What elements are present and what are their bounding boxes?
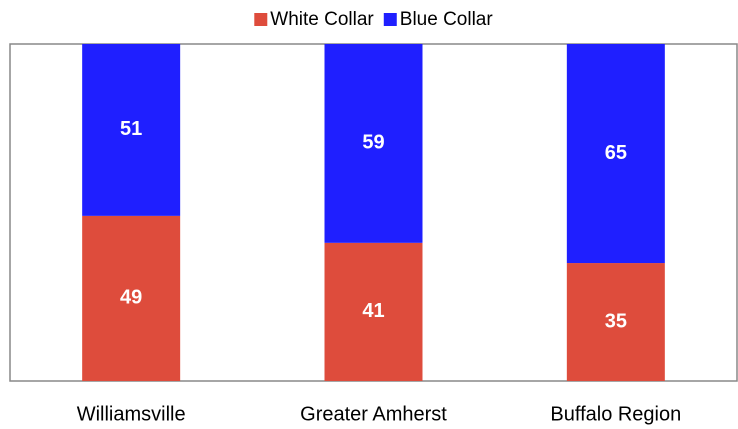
bar-segment <box>82 44 181 216</box>
legend-swatch <box>383 13 397 26</box>
legend-label: White Collar <box>270 9 374 30</box>
legend-label: Blue Collar <box>400 9 494 30</box>
value-label: 51 <box>120 118 142 140</box>
value-label: 65 <box>605 142 627 164</box>
bar-segment <box>82 215 181 381</box>
bar-segment <box>566 263 665 381</box>
x-tick-label: Greater Amherst <box>300 403 447 425</box>
bar-segment <box>566 44 665 264</box>
bar-segment <box>324 44 423 243</box>
legend: White Collar Blue Collar <box>254 9 493 30</box>
legend-swatch <box>254 13 268 26</box>
x-tick-label: Buffalo Region <box>550 403 681 425</box>
value-label: 59 <box>362 132 384 154</box>
value-label: 41 <box>362 300 384 322</box>
x-tick-label: Williamsville <box>77 403 186 425</box>
bar-segment <box>324 242 423 381</box>
value-label: 35 <box>605 310 627 332</box>
value-label: 49 <box>120 287 142 309</box>
